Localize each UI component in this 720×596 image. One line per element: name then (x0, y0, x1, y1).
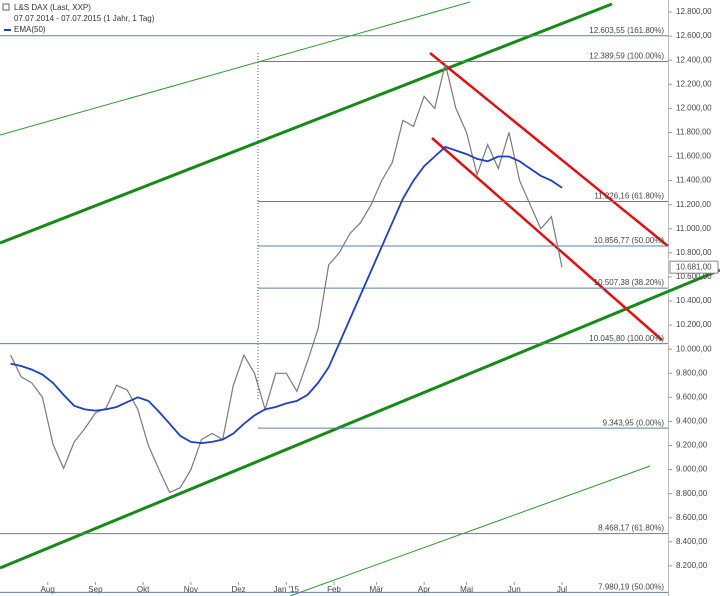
trend-line (0, 2, 613, 245)
y-tick-label: 8.400,00 (676, 537, 708, 546)
y-tick-label: 9.200,00 (676, 441, 708, 450)
chart-subtitle: 07.07.2014 - 07.07.2015 (1 Jahr, 1 Tag) (14, 14, 155, 23)
y-tick-label: 10.000,00 (676, 344, 712, 353)
x-tick-label: Mär (370, 585, 384, 594)
y-tick-label: 11.200,00 (676, 200, 712, 209)
level-label: 12.389,59 (100.00%) (589, 52, 664, 61)
y-tick-label: 12.800,00 (676, 7, 712, 16)
y-tick-label: 10.800,00 (676, 248, 712, 257)
trend-line (0, 268, 720, 570)
icon (2, 3, 10, 11)
y-tick-label: 9.800,00 (676, 368, 708, 377)
x-tick-label: Jan '15 (274, 585, 300, 594)
level-label: 7.980,19 (50.00%) (598, 582, 664, 591)
x-tick-label: Aug (41, 585, 55, 594)
chart-title: L&S DAX (Last, XXP) (14, 3, 91, 12)
x-tick-label: Sep (88, 585, 103, 594)
y-tick-label: 9.600,00 (676, 392, 708, 401)
trend-line (0, 1, 471, 136)
x-tick-label: Okt (137, 585, 150, 594)
last-price-label: 10.681,00 (676, 262, 712, 271)
x-tick-label: Feb (327, 585, 341, 594)
y-tick-label: 11.000,00 (676, 224, 712, 233)
y-tick-label: 10.600,00 (676, 272, 712, 281)
level-label: 9.343,95 (0.00%) (603, 418, 665, 427)
y-tick-label: 8.200,00 (676, 561, 708, 570)
y-tick-label: 9.400,00 (676, 417, 708, 426)
x-tick-label: Mai (460, 585, 473, 594)
level-label: 8.468,17 (61.80%) (598, 524, 664, 533)
y-tick-label: 12.200,00 (676, 79, 712, 88)
x-tick-label: Apr (418, 585, 431, 594)
level-label: 10.507,38 (38.20%) (594, 278, 665, 287)
x-tick-label: Jul (557, 585, 567, 594)
level-label: 10.045,80 (100.00%) (589, 334, 664, 343)
level-label: 12.603,55 (161.80%) (589, 26, 664, 35)
x-tick-label: Jun (508, 585, 521, 594)
trend-line (431, 137, 663, 341)
last-price-box (669, 260, 719, 274)
y-tick-label: 11.600,00 (676, 152, 712, 161)
y-tick-label: 9.000,00 (676, 465, 708, 474)
trend-line (429, 52, 669, 247)
level-label: 11.226,16 (61.80%) (594, 192, 664, 201)
x-tick-label: Dez (231, 585, 245, 594)
y-tick-label: 12.000,00 (676, 103, 712, 112)
y-tick-label: 8.800,00 (676, 489, 708, 498)
y-tick-label: 11.800,00 (676, 128, 712, 137)
level-label: 10.856,77 (50.00%) (594, 236, 665, 245)
y-tick-label: 12.600,00 (676, 31, 712, 40)
trend-line (289, 465, 651, 596)
y-tick-label: 12.400,00 (676, 55, 712, 64)
x-tick-label: Nov (184, 585, 198, 594)
y-tick-label: 10.400,00 (676, 296, 712, 305)
y-tick-label: 8.600,00 (676, 513, 708, 522)
y-tick-label: 10.200,00 (676, 320, 712, 329)
legend-label: EMA(50) (14, 25, 46, 34)
y-tick-label: 11.400,00 (676, 176, 712, 185)
series-line (10, 145, 563, 445)
